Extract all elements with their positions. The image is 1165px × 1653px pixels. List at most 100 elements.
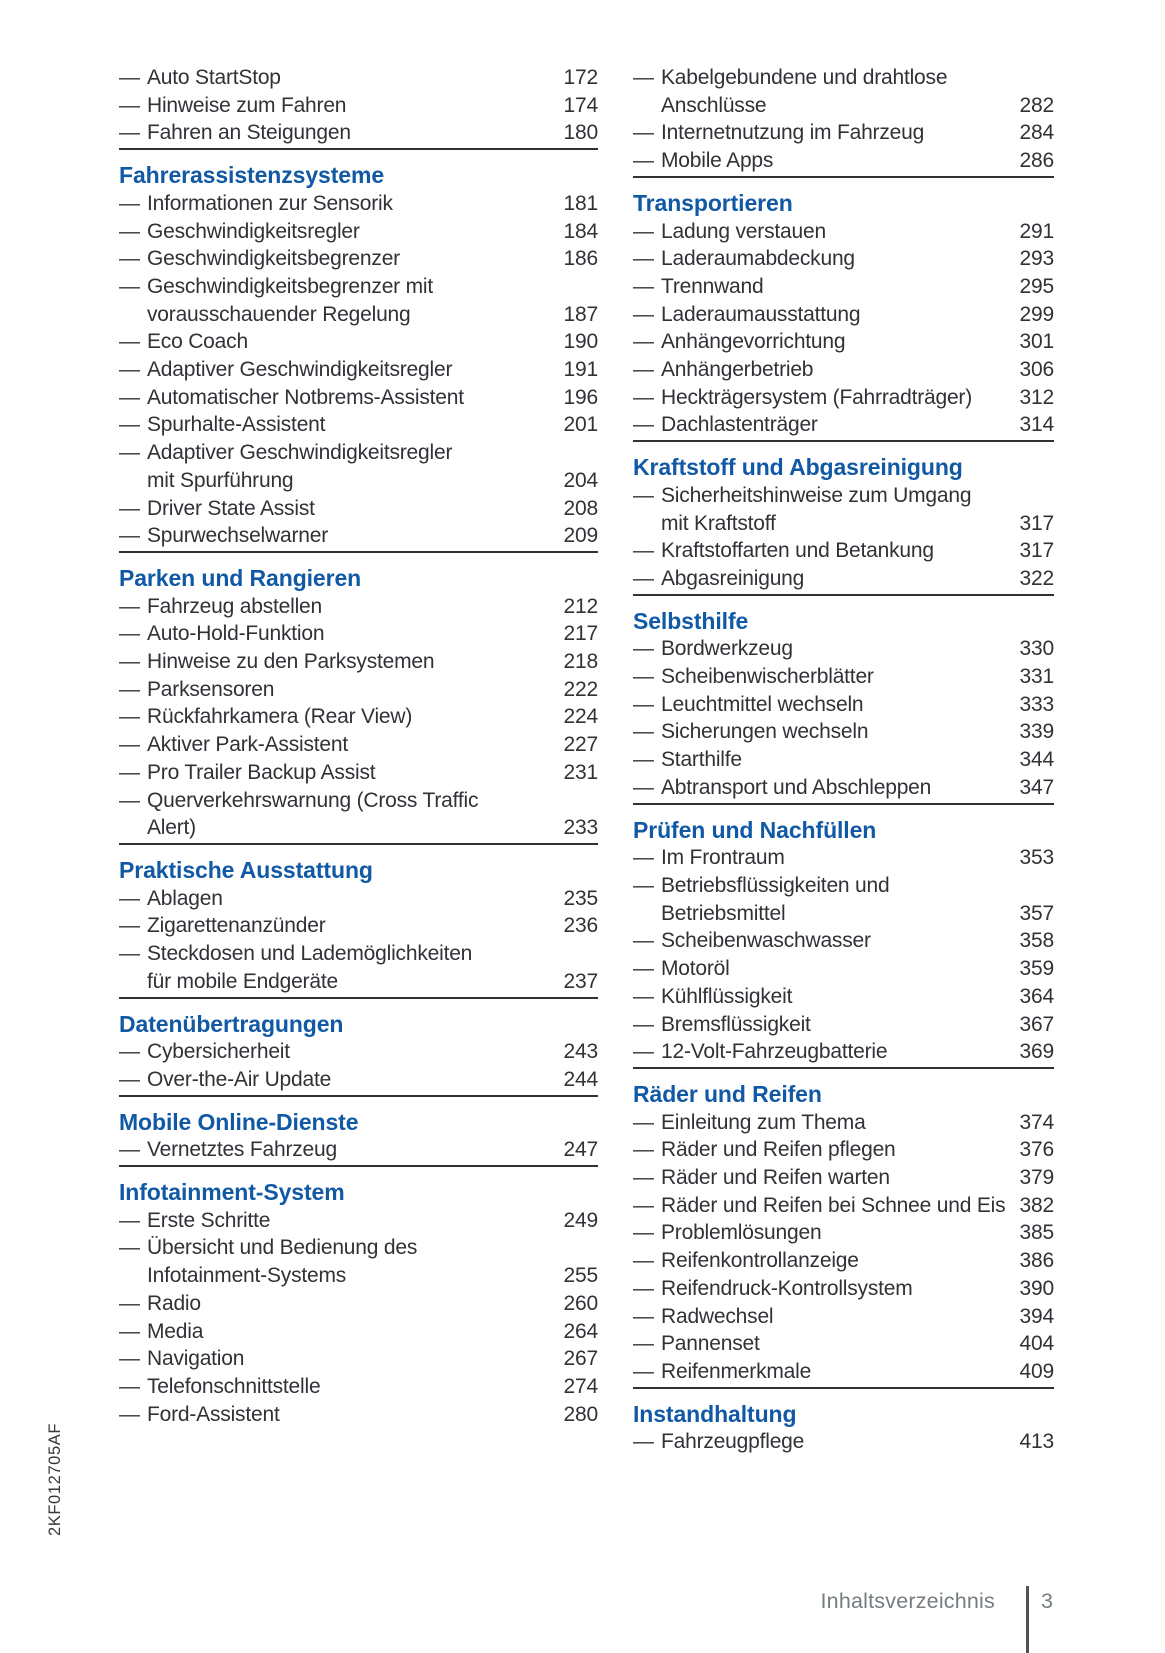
toc-entry: — Automatischer Notbrems-Assistent 196 [119, 384, 598, 412]
toc-entry: — 12-Volt-Fahrzeugbatterie 369 [633, 1038, 1054, 1066]
entry-page-number: 204 [563, 468, 599, 492]
entry-page-number: 374 [1019, 1110, 1055, 1134]
entry-page-number: 331 [1019, 665, 1055, 689]
toc-entry: — Over-the-Air Update 244 [119, 1066, 598, 1094]
toc-entry: — Erste Schritte 249 [119, 1207, 598, 1235]
entry-label: Telefonschnittstelle [147, 1374, 321, 1398]
entry-page-number: 222 [563, 677, 599, 701]
entry-dash: — [633, 413, 654, 437]
entry-label: Informationen zur Sensorik [147, 191, 393, 215]
section-title: Datenübertragungen [119, 1010, 344, 1037]
section-divider [119, 996, 598, 999]
toc-entry: — Räder und Reifen warten 379 [633, 1164, 1054, 1192]
entry-dash: — [119, 594, 140, 618]
entry-label: Scheibenwischerblätter [661, 665, 874, 689]
entry-page-number: 394 [1019, 1304, 1055, 1328]
toc-entry: — Navigation 267 [119, 1345, 598, 1373]
section-divider [633, 1066, 1054, 1069]
entry-label: Motoröl [661, 957, 730, 981]
section-title: Räder und Reifen [633, 1080, 822, 1107]
toc-section: Praktische Ausstattung — Ablagen 235 — Zigare… [119, 857, 598, 996]
toc-entry: — Bremsflüssigkeit 367 [633, 1011, 1054, 1039]
toc-entry: — Radwechsel 394 [633, 1303, 1054, 1331]
entry-label: Dachlastenträger [661, 413, 818, 437]
toc-section: Fahrerassistenzsysteme — Informationen zur… [119, 162, 598, 550]
toc-entry: — Geschwindigkeitsbegrenzer 186 [119, 245, 598, 273]
toc-section: Mobile Online-Dienste — Vernetztes Fahrzeu… [119, 1109, 598, 1164]
entry-label: Geschwindigkeitsbegrenzer mit vorausscha… [147, 274, 433, 326]
entry-page-number: 413 [1019, 1430, 1055, 1454]
toc-entry: — Fahrzeug abstellen 212 [119, 593, 598, 621]
entry-label: Auto-Hold-Funktion [147, 622, 325, 646]
entry-dash: — [119, 622, 140, 646]
toc-entry: — Bordwerkzeug 330 [633, 635, 1054, 663]
entry-dash: — [119, 650, 140, 674]
toc-entry: — Hinweise zum Fahren 174 [119, 92, 598, 120]
entry-page-number: 376 [1019, 1138, 1055, 1162]
entry-page-number: 369 [1019, 1040, 1055, 1064]
entry-dash: — [119, 1291, 140, 1315]
footer-section-label: Inhaltsverzeichnis [820, 1589, 995, 1613]
entry-dash: — [119, 942, 140, 966]
entry-page-number: 209 [563, 524, 599, 548]
entry-label: Betriebsflüssigkeiten und Betriebsmittel [661, 873, 890, 925]
entry-dash: — [119, 524, 140, 548]
entry-page-number: 255 [563, 1264, 599, 1288]
entry-dash: — [633, 66, 654, 89]
entry-dash: — [119, 330, 140, 354]
entry-dash: — [119, 93, 140, 117]
entry-dash: — [633, 1166, 654, 1190]
entry-page-number: 186 [563, 247, 599, 271]
entry-page-number: 196 [563, 385, 599, 409]
entry-dash: — [633, 1249, 654, 1273]
toc-entry: — Mobile Apps 286 [633, 147, 1054, 175]
toc-entry: — Betriebsflüssigkeiten und Betriebsmitte… [633, 872, 1054, 927]
entry-dash: — [119, 413, 140, 437]
entry-label: Querverkehrswarnung (Cross Traffic Alert… [147, 788, 479, 840]
section-divider [633, 440, 1054, 443]
entry-page-number: 172 [563, 66, 599, 89]
entry-dash: — [633, 1276, 654, 1300]
entry-dash: — [633, 929, 654, 953]
section-title: Kraftstoff und Abgasreinigung [633, 454, 963, 481]
entry-label: Auto StartStop [147, 66, 281, 89]
toc-entry: — Fahrzeugpflege 413 [633, 1428, 1054, 1456]
entry-dash: — [119, 733, 140, 757]
entry-label: Adaptiver Geschwindigkeitsregler [147, 358, 453, 382]
entry-dash: — [633, 984, 654, 1008]
toc-entry: — Problemlösungen 385 [633, 1219, 1054, 1247]
entry-page-number: 260 [563, 1291, 599, 1315]
entry-dash: — [633, 1332, 654, 1356]
toc-section: — Kabelgebundene und drahtlose Anschlüsse… [633, 64, 1054, 175]
entry-page-number: 237 [563, 969, 599, 993]
entry-label: Radwechsel [661, 1304, 774, 1328]
toc-entry: — Reifenkontrollanzeige 386 [633, 1247, 1054, 1275]
entry-page-number: 174 [563, 93, 599, 117]
entry-dash: — [633, 483, 654, 507]
entry-page-number: 299 [1019, 302, 1055, 326]
toc-entry: — Eco Coach 190 [119, 328, 598, 356]
entry-page-number: 286 [1019, 149, 1055, 173]
entry-page-number: 280 [563, 1402, 599, 1426]
entry-label: Ford-Assistent [147, 1402, 280, 1426]
toc-entry: — Räder und Reifen bei Schnee und Eis 382 [633, 1192, 1054, 1220]
entry-dash: — [119, 274, 140, 298]
entry-page-number: 235 [563, 886, 599, 910]
entry-label: Geschwindigkeitsbegrenzer [147, 247, 400, 271]
entry-label: Räder und Reifen warten [661, 1166, 890, 1190]
toc-entry: — Sicherheitshinweise zum Umgang mit Kraf… [633, 482, 1054, 537]
toc-entry: — Informationen zur Sensorik 181 [119, 190, 598, 218]
section-title: Selbsthilfe [633, 607, 749, 634]
toc-entry: — Anhängevorrichtung 301 [633, 328, 1054, 356]
toc-section: Räder und Reifen — Einleitung zum Thema 374… [633, 1081, 1054, 1386]
toc-entry: — Rückfahrkamera (Rear View) 224 [119, 703, 598, 731]
entry-label: Fahren an Steigungen [147, 121, 351, 145]
entry-page-number: 353 [1019, 846, 1055, 870]
entry-label: Parksensoren [147, 677, 275, 701]
toc-section: — Auto StartStop 172 — Hinweise zum Fahren 17… [119, 64, 598, 147]
entry-dash: — [633, 1193, 654, 1217]
entry-label: Reifenkontrollanzeige [661, 1249, 859, 1273]
entry-dash: — [119, 886, 140, 910]
entry-label: Abgasreinigung [661, 566, 805, 590]
entry-label: Adaptiver Geschwindigkeitsregler mit Spu… [147, 441, 453, 492]
